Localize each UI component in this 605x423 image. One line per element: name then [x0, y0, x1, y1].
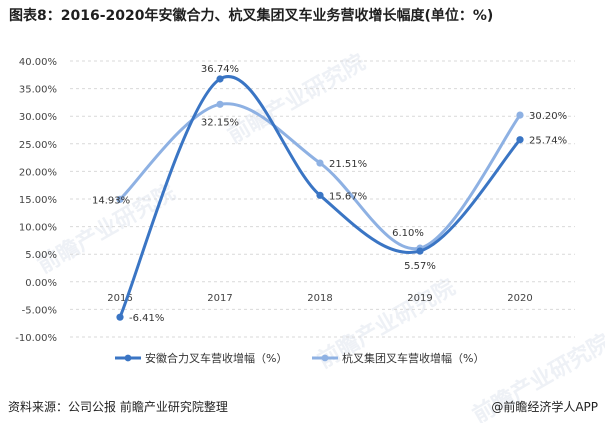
- data-labels: -6.41% 36.74% 15.67% 5.57% 25.74% 14.93% 32.15…: [92, 64, 567, 324]
- series-point-2: [116, 195, 124, 203]
- y-tick-label: 35.00%: [19, 85, 57, 96]
- y-tick-label: 0.00%: [25, 278, 57, 289]
- data-label: 15.67%: [329, 191, 367, 202]
- data-label: 32.15%: [201, 117, 239, 128]
- y-tick-label: -10.00%: [15, 333, 57, 344]
- watermark-text: 前瞻产业研究院: [223, 49, 369, 149]
- x-tick-label: 2020: [507, 293, 532, 304]
- series-point-1: [116, 313, 124, 321]
- x-tick-label: 2018: [307, 293, 332, 304]
- legend-label: 杭叉集团叉车营收增幅（%）: [342, 351, 484, 365]
- x-tick-label: 2019: [407, 293, 432, 304]
- y-tick-label: 5.00%: [25, 250, 57, 261]
- legend-swatch-marker: [124, 354, 132, 362]
- y-tick-label: 25.00%: [19, 140, 57, 151]
- y-axis: -10.00% -5.00% 0.00% 5.00% 10.00% 15.00% 20.00…: [15, 57, 57, 344]
- y-tick-label: 15.00%: [19, 195, 57, 206]
- series-point-1: [516, 136, 524, 144]
- series-point-2: [516, 111, 524, 119]
- series-line-1: [118, 75, 522, 319]
- series-point-2: [316, 159, 324, 167]
- y-tick-label: 40.00%: [19, 57, 57, 68]
- series-point-1: [416, 247, 424, 255]
- data-label: 21.51%: [329, 159, 367, 170]
- legend-swatch-marker: [321, 354, 329, 362]
- y-tick-label: 20.00%: [19, 167, 57, 178]
- x-tick-label: 2016: [107, 293, 132, 304]
- y-tick-label: 10.00%: [19, 223, 57, 234]
- chart-legend: 安徽合力叉车营收增幅（%） 杭叉集团叉车营收增幅（%）: [115, 351, 484, 365]
- series-point-1: [316, 191, 324, 199]
- series-point-2: [216, 100, 224, 108]
- series-point-1: [216, 75, 224, 83]
- data-label: 25.74%: [529, 136, 567, 147]
- data-label: 36.74%: [201, 64, 239, 75]
- x-tick-label: 2017: [207, 293, 232, 304]
- brand-credit: @前瞻经济学人APP: [491, 400, 598, 414]
- data-label: 5.57%: [404, 261, 436, 272]
- chart-gridlines: [70, 60, 575, 338]
- chart-series: [116, 75, 524, 321]
- y-tick-label: -5.00%: [22, 305, 57, 316]
- chart-title: 图表8：2016-2020年安徽合力、杭叉集团叉车业务营收增长幅度(单位：%): [9, 8, 494, 24]
- data-label: -6.41%: [129, 313, 164, 324]
- y-tick-label: 30.00%: [19, 112, 57, 123]
- legend-label: 安徽合力叉车营收增幅（%）: [145, 351, 287, 365]
- data-label: 30.20%: [529, 111, 567, 122]
- source-note: 资料来源：公司公报 前瞻产业研究院整理: [8, 400, 228, 414]
- data-label: 14.93%: [92, 195, 130, 206]
- x-axis: 2016 2017 2018 2019 2020: [107, 293, 532, 304]
- data-label: 6.10%: [392, 228, 424, 239]
